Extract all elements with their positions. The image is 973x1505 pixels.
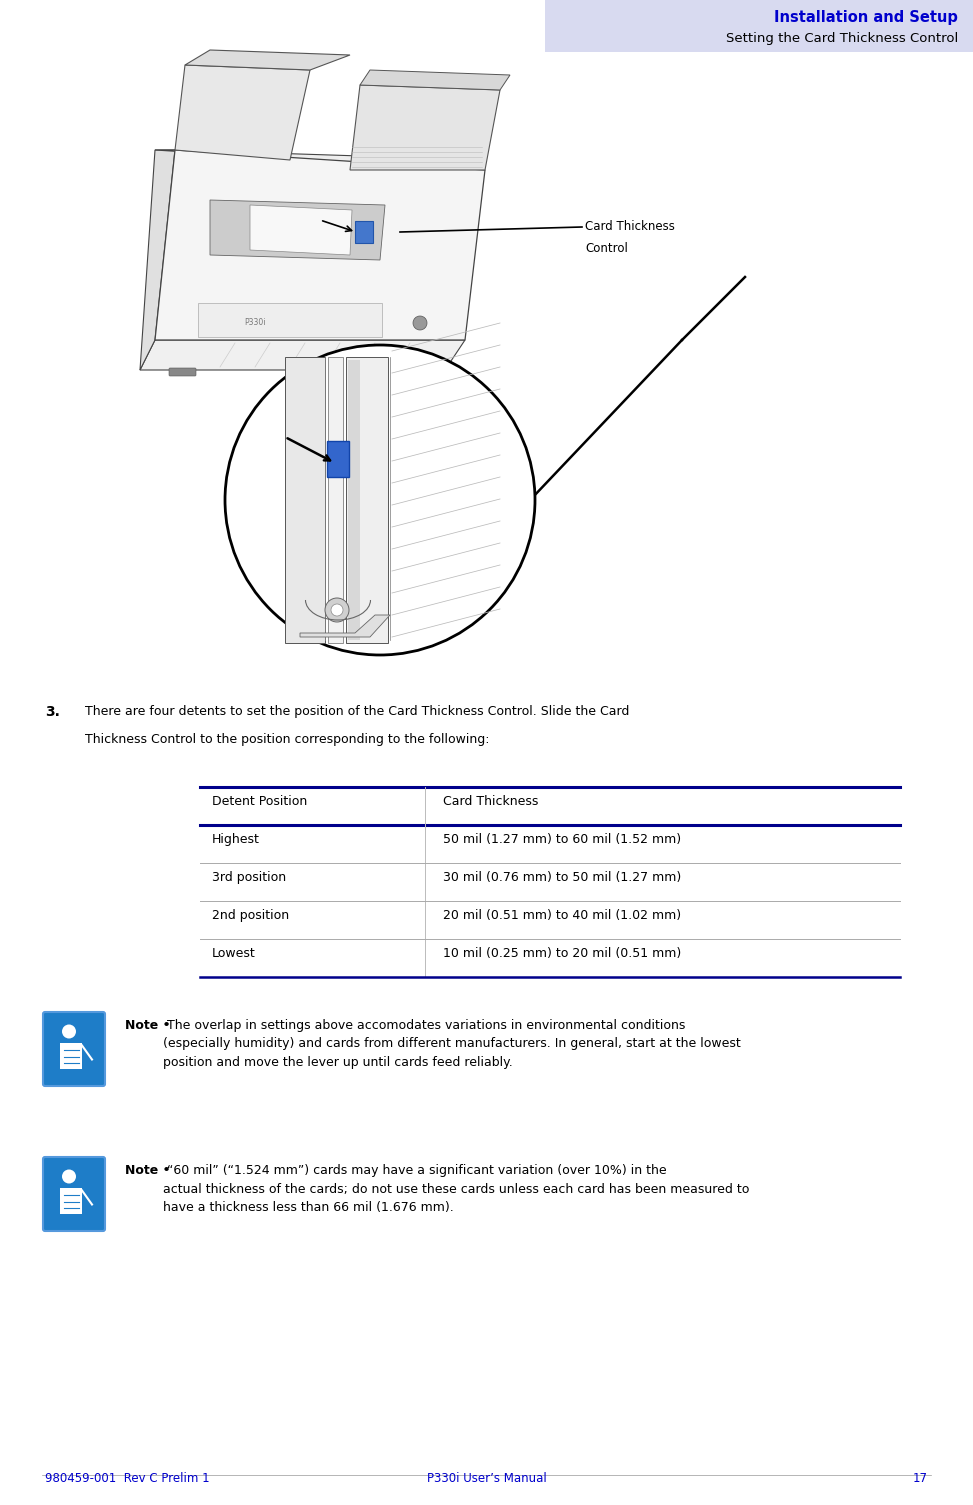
FancyBboxPatch shape [198,303,382,337]
Text: 30 mil (0.76 mm) to 50 mil (1.27 mm): 30 mil (0.76 mm) to 50 mil (1.27 mm) [443,871,681,883]
Polygon shape [210,200,385,260]
Text: There are four detents to set the position of the Card Thickness Control. Slide : There are four detents to set the positi… [85,704,630,718]
Polygon shape [60,1189,82,1213]
FancyBboxPatch shape [545,0,973,53]
Polygon shape [60,1043,82,1069]
Circle shape [331,604,343,616]
FancyBboxPatch shape [328,357,343,643]
Text: 50 mil (1.27 mm) to 60 mil (1.52 mm): 50 mil (1.27 mm) to 60 mil (1.52 mm) [443,832,681,846]
Text: 20 mil (0.51 mm) to 40 mil (1.02 mm): 20 mil (0.51 mm) to 40 mil (1.02 mm) [443,909,681,923]
Text: 3rd position: 3rd position [212,871,286,883]
FancyBboxPatch shape [327,441,349,477]
Text: “60 mil” (“1.524 mm”) cards may have a significant variation (over 10%) in the
a: “60 mil” (“1.524 mm”) cards may have a s… [163,1163,749,1215]
Text: Detent Position: Detent Position [212,795,307,808]
Polygon shape [300,616,390,637]
Text: 3.: 3. [45,704,60,719]
Text: P330i: P330i [244,318,266,327]
Text: Installation and Setup: Installation and Setup [775,11,958,26]
Polygon shape [360,71,510,90]
FancyBboxPatch shape [285,357,325,643]
Text: Thickness Control to the position corresponding to the following:: Thickness Control to the position corres… [85,733,489,746]
Text: Control: Control [585,242,628,254]
Text: 980459-001  Rev C Prelim 1: 980459-001 Rev C Prelim 1 [45,1472,209,1485]
Circle shape [413,316,427,330]
Circle shape [325,597,349,622]
Text: Setting the Card Thickness Control: Setting the Card Thickness Control [726,32,958,45]
Polygon shape [155,150,485,170]
Polygon shape [175,65,310,160]
Text: Note •: Note • [125,1019,170,1032]
Polygon shape [350,84,500,170]
Text: 2nd position: 2nd position [212,909,289,923]
Text: Card Thickness: Card Thickness [443,795,538,808]
FancyBboxPatch shape [429,369,456,376]
FancyBboxPatch shape [348,360,360,640]
Text: Note •: Note • [125,1163,170,1177]
FancyBboxPatch shape [346,357,388,643]
Circle shape [62,1169,76,1183]
Circle shape [225,345,535,655]
Text: 17: 17 [913,1472,928,1485]
Text: The overlap in settings above accomodates variations in environmental conditions: The overlap in settings above accomodate… [163,1019,740,1069]
FancyBboxPatch shape [43,1157,105,1231]
Text: Lowest: Lowest [212,947,256,960]
FancyBboxPatch shape [169,369,196,376]
FancyBboxPatch shape [43,1011,105,1087]
Polygon shape [185,50,350,71]
Polygon shape [140,150,175,370]
Text: Highest: Highest [212,832,260,846]
Circle shape [62,1025,76,1038]
Polygon shape [140,340,465,370]
Text: Card Thickness: Card Thickness [585,220,675,233]
Polygon shape [250,205,352,254]
Polygon shape [155,150,485,340]
Text: 10 mil (0.25 mm) to 20 mil (0.51 mm): 10 mil (0.25 mm) to 20 mil (0.51 mm) [443,947,681,960]
FancyBboxPatch shape [355,221,373,242]
Text: P330i User’s Manual: P330i User’s Manual [426,1472,547,1485]
